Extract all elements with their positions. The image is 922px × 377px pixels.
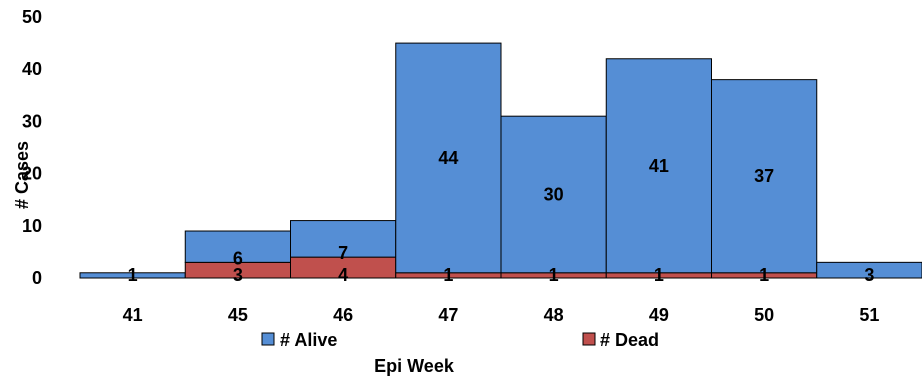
bar-alive-49 — [605, 58, 712, 274]
data-label-dead-49: 1 — [654, 265, 664, 285]
legend: # Alive # Dead — [261, 330, 659, 350]
data-label-alive-51: 3 — [864, 265, 874, 285]
legend-label-dead: # Dead — [600, 330, 659, 350]
bar-alive-46 — [290, 220, 397, 258]
data-label-alive-49: 41 — [649, 156, 669, 176]
y-tick-30: 30 — [22, 111, 42, 131]
y-tick-10: 10 — [22, 216, 42, 236]
data-label-dead-47: 1 — [443, 265, 453, 285]
data-label-alive-50: 37 — [754, 166, 774, 186]
bar-alive-51 — [816, 261, 922, 279]
data-label-alive-48: 30 — [544, 184, 564, 204]
data-label-dead-45: 3 — [233, 265, 243, 285]
bar-alive-45 — [184, 230, 291, 263]
legend-swatch-alive — [261, 332, 275, 346]
bar-alive-50 — [711, 79, 818, 274]
legend-label-alive: # Alive — [280, 330, 337, 350]
data-label-dead-48: 1 — [549, 265, 559, 285]
y-tick-20: 20 — [22, 164, 42, 184]
x-tick-48: 48 — [544, 305, 564, 325]
x-tick-labels: 41 45 46 47 48 49 50 51 — [123, 305, 880, 325]
legend-swatch-dead — [582, 332, 596, 346]
x-tick-51: 51 — [859, 305, 879, 325]
x-tick-47: 47 — [438, 305, 458, 325]
data-label-alive-45: 6 — [233, 248, 243, 268]
y-tick-50: 50 — [22, 7, 42, 27]
x-tick-49: 49 — [649, 305, 669, 325]
data-label-alive-46: 7 — [338, 243, 348, 263]
data-label-alive-41: 1 — [128, 265, 138, 285]
x-tick-41: 41 — [123, 305, 143, 325]
data-label-dead-50: 1 — [759, 265, 769, 285]
data-label-alive-47: 44 — [438, 148, 458, 168]
y-tick-labels: 0 10 20 30 40 50 — [22, 7, 42, 288]
x-tick-46: 46 — [333, 305, 353, 325]
y-tick-40: 40 — [22, 59, 42, 79]
x-tick-50: 50 — [754, 305, 774, 325]
y-axis-title: # Cases — [12, 141, 32, 209]
y-tick-0: 0 — [32, 268, 42, 288]
x-tick-45: 45 — [228, 305, 248, 325]
bar-alive-48 — [500, 115, 607, 274]
data-label-dead-46: 4 — [338, 265, 348, 285]
x-axis-title: Epi Week — [374, 356, 455, 376]
